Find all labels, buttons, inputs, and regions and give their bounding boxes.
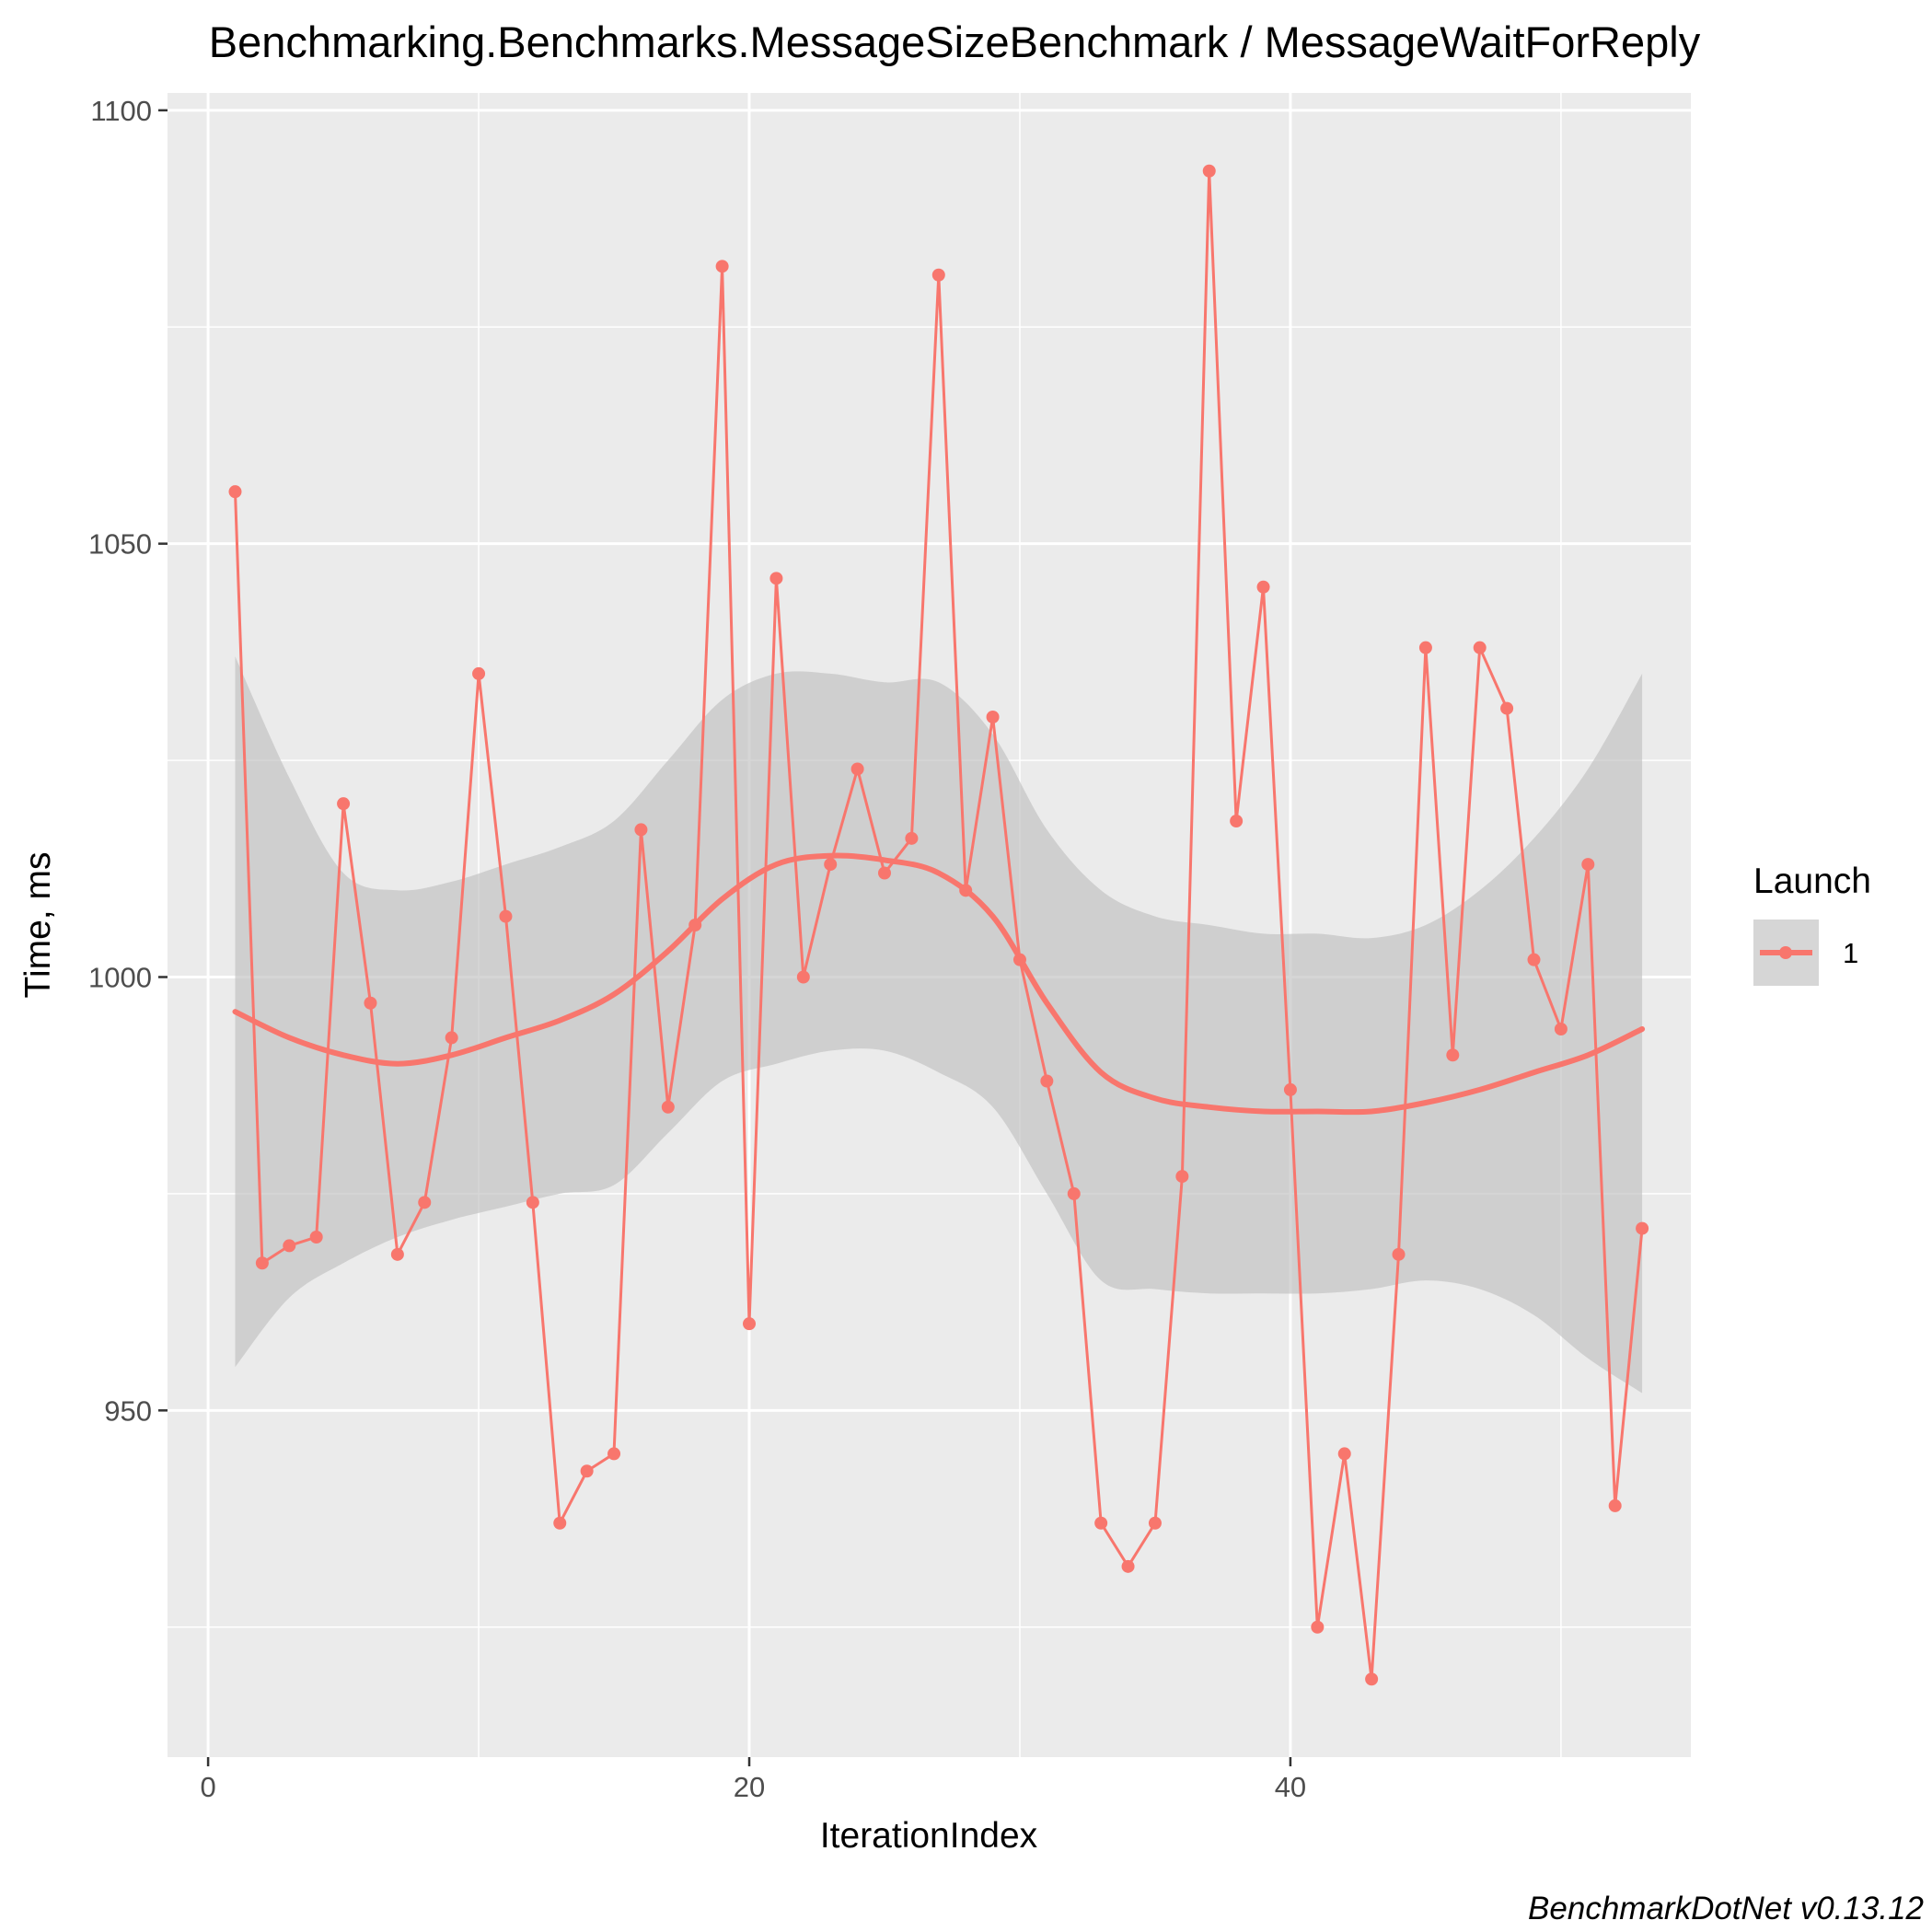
data-point [1636,1221,1649,1235]
data-point [472,666,486,680]
x-tick-label: 0 [200,1771,215,1803]
legend-title: Launch [1753,862,1871,901]
data-point [824,858,838,872]
data-point [1527,953,1541,966]
y-axis-title: Time, ms [18,852,58,999]
data-point [1230,815,1244,827]
data-point [390,1247,404,1261]
data-point [499,909,513,923]
data-point [445,1031,458,1045]
x-axis-title: IterationIndex [820,1816,1038,1856]
data-point [418,1196,432,1209]
data-point [1311,1620,1325,1634]
data-point [931,268,945,282]
data-point [1608,1498,1622,1512]
data-point [905,831,919,845]
y-tick-label: 1100 [90,95,152,127]
data-point [1365,1672,1379,1686]
data-point [255,1256,269,1270]
data-point [337,797,351,811]
data-point [634,823,648,837]
caption: BenchmarkDotNet v0.13.12 [1528,1891,1924,1926]
data-point [1040,1074,1054,1088]
x-axis: 0 20 40 [200,1757,1306,1803]
smooth-confidence-band [235,656,1643,1394]
data-point [553,1516,567,1530]
data-point [607,1447,621,1461]
y-tick-label: 1050 [88,528,152,561]
data-point [526,1196,539,1209]
data-point [309,1231,323,1244]
data-point [364,996,377,1010]
data-point [877,866,891,880]
y-axis: 950 1000 1050 1100 [88,95,168,1427]
legend-key-point [1779,946,1792,959]
data-point [1581,858,1595,872]
data-point [1337,1447,1351,1461]
x-tick-label: 40 [1275,1771,1306,1803]
data-point [1256,580,1270,594]
x-tick-label: 20 [734,1771,765,1803]
smooth-trend-line [232,852,1646,1116]
data-point [1121,1559,1135,1573]
legend: Launch 1 [1753,862,1871,986]
data-point [1446,1048,1460,1062]
data-point [715,260,729,273]
data-point [1148,1516,1162,1530]
legend-entry-1: 1 [1843,937,1858,969]
data-point [1067,1186,1081,1200]
data-point [1094,1516,1108,1530]
data-point [1175,1170,1189,1184]
data-point [661,1100,675,1114]
data-point [743,1317,757,1331]
data-point [1554,1023,1568,1035]
data-point [1202,164,1216,178]
data-point [986,711,1000,723]
series-1-points [228,164,1649,1686]
data-point [283,1239,296,1253]
data-point [580,1464,594,1478]
data-point [1418,641,1432,654]
data-point [1283,1082,1297,1096]
data-point [1500,701,1514,715]
y-tick-label: 950 [104,1394,152,1427]
data-point [1473,641,1487,654]
data-point [769,572,783,585]
data-point [796,970,810,984]
chart-title: Benchmarking.Benchmarks.MessageSizeBench… [209,17,1701,66]
data-point [228,485,242,499]
data-point [1392,1247,1406,1261]
data-point [850,762,864,776]
y-tick-label: 1000 [88,962,152,994]
